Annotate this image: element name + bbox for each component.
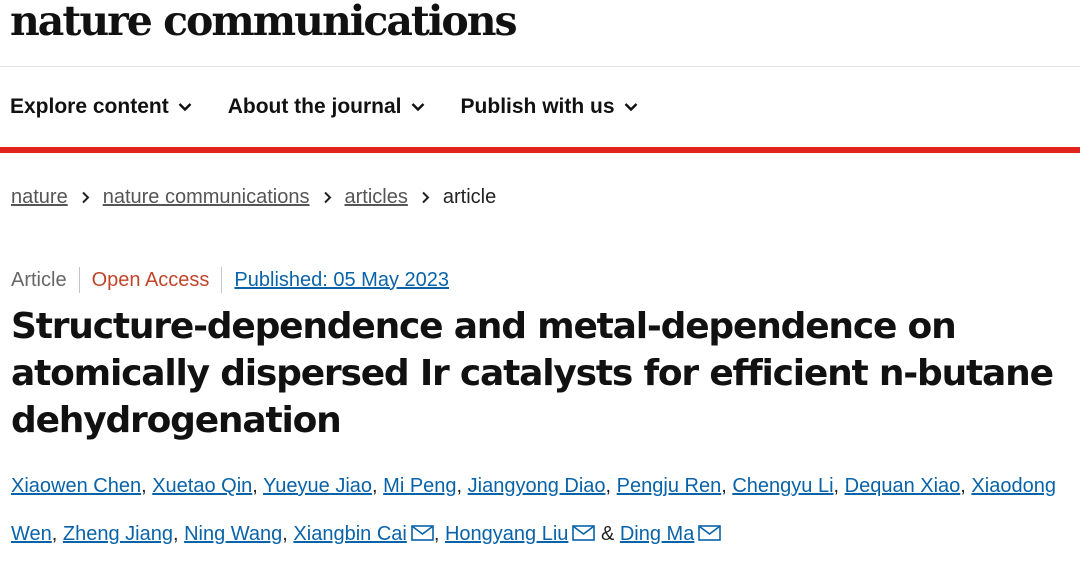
author-name[interactable]: Dequan Xiao	[844, 475, 961, 497]
mail-icon[interactable]	[698, 525, 722, 541]
nav-label: Explore content	[10, 95, 169, 118]
breadcrumb-nature-communications[interactable]: nature communications	[102, 185, 310, 208]
nav-publish-with-us[interactable]: Publish with us	[461, 95, 638, 119]
nav-about-journal[interactable]: About the journal	[228, 95, 425, 119]
nav-label: Publish with us	[460, 95, 615, 118]
author-name[interactable]: Jiangyong Diao	[467, 475, 606, 497]
author-separator: ,	[960, 475, 972, 497]
meta-divider	[78, 267, 80, 293]
open-access-label: Open Access	[91, 268, 210, 291]
author-name[interactable]: Ning Wang	[184, 523, 283, 545]
mail-icon[interactable]	[572, 525, 596, 541]
chevron-down-icon	[624, 103, 637, 112]
author-separator: &	[595, 523, 620, 545]
author-name[interactable]: Hongyang Liu	[444, 523, 569, 545]
chevron-down-icon	[411, 103, 424, 112]
article-title: Structure-dependence and metal-dependenc…	[11, 306, 1054, 441]
author-separator: ,	[372, 475, 384, 497]
author-separator: ,	[282, 523, 294, 545]
author-separator: ,	[605, 475, 617, 497]
published-date-link[interactable]: Published: 05 May 2023	[234, 268, 450, 291]
author-separator: ,	[456, 475, 468, 497]
article-type: Article	[11, 268, 67, 291]
header-divider	[0, 147, 1080, 153]
chevron-right-icon	[323, 191, 332, 204]
author-name[interactable]: Zheng Jiang	[62, 523, 173, 545]
chevron-down-icon	[178, 103, 192, 112]
breadcrumb-nature[interactable]: nature	[11, 185, 68, 208]
chevron-right-icon	[421, 191, 430, 204]
author-name[interactable]: Mi Peng	[383, 475, 457, 497]
author-separator: ,	[252, 475, 264, 497]
author-separator: ,	[51, 523, 63, 545]
journal-logo[interactable]: nature communications	[10, 0, 518, 45]
author-name[interactable]: Chengyu Li	[732, 475, 834, 497]
breadcrumb: nature nature communications articles ar…	[0, 184, 1080, 210]
chevron-right-icon	[81, 191, 90, 204]
author-name[interactable]: Ding Ma	[619, 523, 695, 545]
meta-divider	[221, 267, 223, 293]
main-nav: Explore content About the journal Publis…	[0, 67, 1080, 147]
nav-explore-content[interactable]: Explore content	[10, 95, 192, 119]
author-separator: ,	[833, 475, 845, 497]
masthead: nature communications	[0, 0, 1080, 67]
author-name[interactable]: Xiaodong Wen	[11, 475, 1056, 545]
author-separator: ,	[721, 475, 733, 497]
mail-icon[interactable]	[411, 525, 434, 541]
author-separator: ,	[172, 523, 185, 545]
author-name[interactable]: Xiangbin Cai	[293, 523, 407, 545]
author-list: Xiaowen Chen, Xuetao Qin, Yueyue Jiao, M…	[11, 462, 1076, 558]
author-name[interactable]: Yueyue Jiao	[263, 475, 373, 497]
article-meta: Article Open Access Published: 05 May 20…	[0, 265, 1080, 295]
author-separator: ,	[141, 475, 153, 497]
author-name[interactable]: Xiaowen Chen	[11, 475, 142, 497]
breadcrumb-articles[interactable]: articles	[344, 185, 408, 208]
breadcrumb-current: article	[442, 185, 497, 208]
author-separator: ,	[433, 523, 445, 545]
author-name[interactable]: Pengju Ren	[616, 475, 722, 497]
nav-label: About the journal	[227, 95, 402, 118]
author-name[interactable]: Xuetao Qin	[152, 475, 253, 497]
